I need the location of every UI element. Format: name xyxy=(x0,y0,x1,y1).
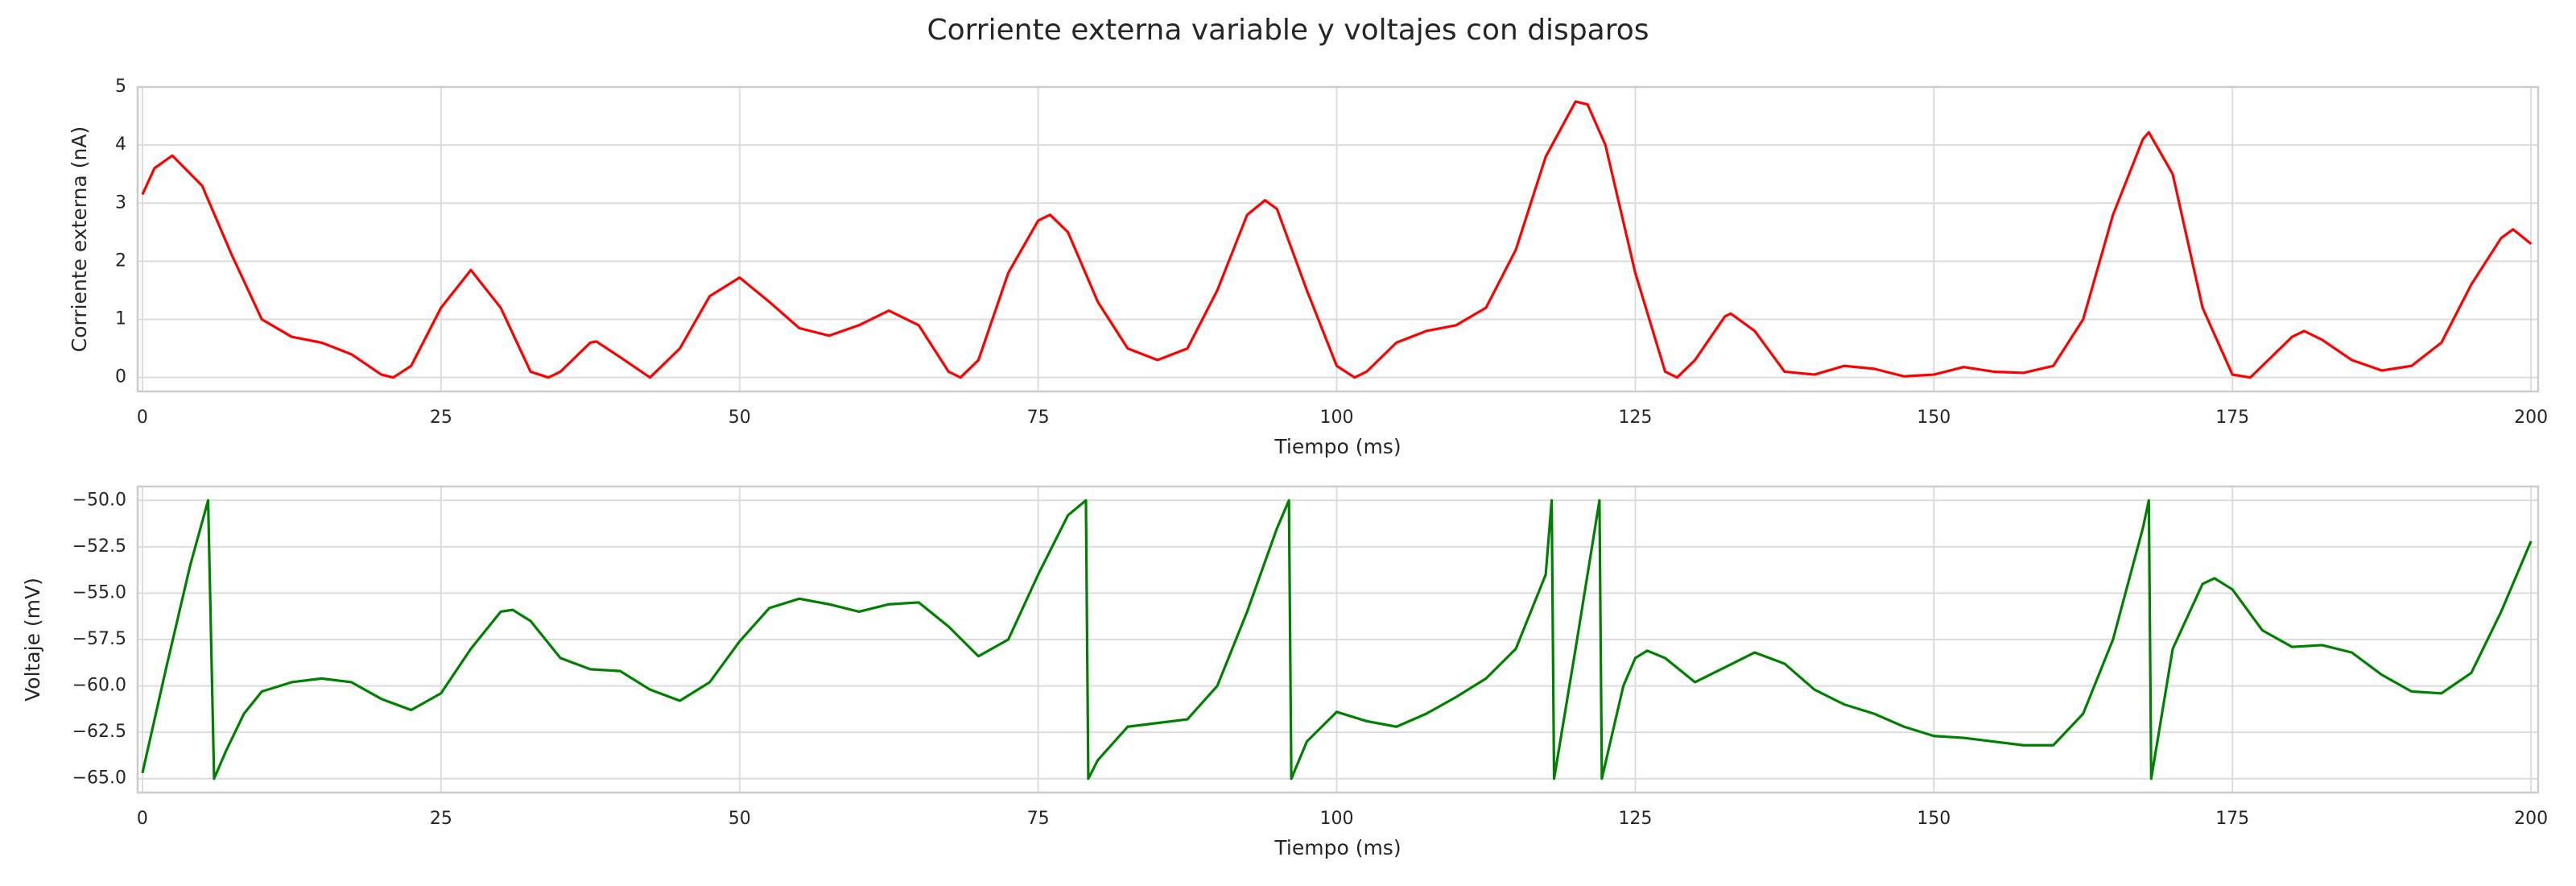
x-tick-label: 50 xyxy=(729,809,751,829)
x-tick-label: 0 xyxy=(137,809,148,829)
x-tick-label: 200 xyxy=(2514,809,2548,829)
y-tick-label: −55.0 xyxy=(72,582,126,602)
y-axis-label: Voltaje (mV) xyxy=(21,578,44,702)
x-tick-label: 75 xyxy=(1027,809,1050,829)
x-tick-label: 150 xyxy=(1917,809,1951,829)
y-tick-label: −60.0 xyxy=(72,676,126,696)
data-line xyxy=(141,499,2533,780)
x-tick-label: 175 xyxy=(2215,408,2249,428)
x-tick-label: 100 xyxy=(1320,809,1354,829)
y-tick-label: 2 xyxy=(115,250,126,271)
x-tick-label: 25 xyxy=(430,809,452,829)
y-tick-label: 3 xyxy=(115,193,126,213)
x-tick-label: 125 xyxy=(1618,809,1652,829)
x-tick-label: 200 xyxy=(2514,408,2548,428)
y-tick-label: −57.5 xyxy=(72,629,126,649)
y-axis-label: Corriente externa (nA) xyxy=(68,126,91,353)
figure-title: Corriente externa variable y voltajes co… xyxy=(927,14,1649,47)
x-tick-label: 25 xyxy=(430,408,452,428)
y-tick-label: 0 xyxy=(115,367,126,387)
axes-frame xyxy=(136,85,2540,393)
y-tick-label: −50.0 xyxy=(72,490,126,510)
x-tick-label: 175 xyxy=(2215,809,2249,829)
y-tick-label: −52.5 xyxy=(72,536,126,557)
x-tick-label: 75 xyxy=(1027,408,1050,428)
x-axis-label: Tiempo (ms) xyxy=(1274,836,1401,859)
x-tick-label: 0 xyxy=(137,408,148,428)
x-tick-label: 50 xyxy=(729,408,751,428)
x-tick-label: 150 xyxy=(1917,408,1951,428)
x-tick-label: 100 xyxy=(1320,408,1354,428)
y-tick-label: −62.5 xyxy=(72,722,126,742)
axes-frame xyxy=(136,485,2540,794)
y-tick-label: 5 xyxy=(115,77,126,97)
y-tick-label: 1 xyxy=(115,309,126,329)
y-tick-label: −65.0 xyxy=(72,768,126,789)
x-tick-label: 125 xyxy=(1618,408,1652,428)
y-tick-label: 4 xyxy=(115,135,126,155)
x-axis-label: Tiempo (ms) xyxy=(1274,435,1401,458)
data-line xyxy=(141,100,2533,379)
